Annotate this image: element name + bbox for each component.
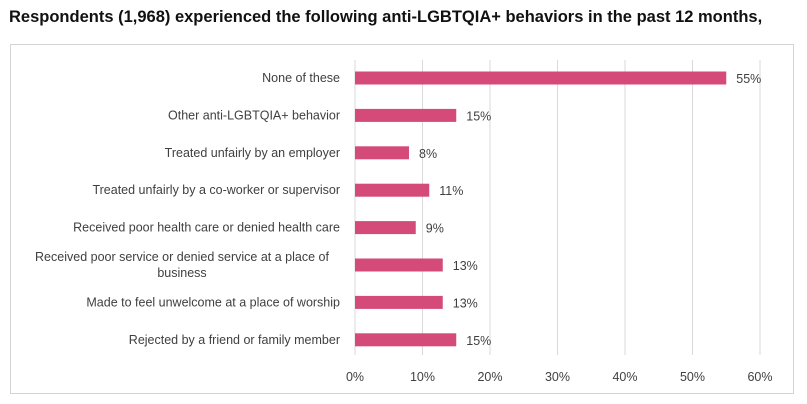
bar — [355, 71, 727, 85]
category-label: Received poor health care or denied heal… — [73, 221, 340, 235]
category-label: Made to feel unwelcome at a place of wor… — [86, 295, 340, 309]
x-axis-ticks: 0% 10% 20% 30% 40% 50% 60% — [346, 370, 773, 384]
category-label-line: Other anti-LGBTQIA+ behavior — [168, 108, 340, 122]
x-tick-label: 20% — [477, 370, 502, 384]
category-label-line: Treated unfairly by an employer — [165, 146, 340, 160]
gridlines — [354, 60, 761, 355]
bar — [355, 183, 430, 197]
bar — [355, 333, 457, 347]
category-label: Rejected by a friend or family member — [129, 333, 340, 347]
category-label-line: Received poor service or denied service … — [35, 250, 329, 264]
category-label-line: Received poor health care or denied heal… — [73, 221, 340, 235]
x-tick-label: 10% — [410, 370, 435, 384]
x-tick-label: 60% — [747, 370, 772, 384]
chart-title: Respondents (1,968) experienced the foll… — [9, 8, 763, 26]
category-label: Treated unfairly by an employer — [165, 146, 340, 160]
value-label: 55% — [736, 72, 761, 86]
category-label: Treated unfairly by a co-worker or super… — [92, 183, 340, 197]
category-labels: None of these Other anti-LGBTQIA+ behavio… — [35, 71, 340, 347]
category-label-line: Rejected by a friend or family member — [129, 333, 340, 347]
bar — [355, 258, 443, 272]
bar — [355, 146, 409, 160]
category-label: None of these — [262, 71, 340, 85]
value-label: 13% — [453, 296, 478, 310]
category-label: Received poor service or denied service … — [35, 250, 329, 280]
x-tick-label: 30% — [545, 370, 570, 384]
value-label: 9% — [426, 222, 444, 236]
bar — [355, 108, 457, 122]
bar — [355, 221, 416, 235]
value-label: 15% — [466, 109, 491, 123]
x-tick-label: 50% — [680, 370, 705, 384]
value-label: 8% — [419, 147, 437, 161]
category-label-line: business — [157, 266, 206, 280]
value-labels: 55% 15% 8% 11% 9% 13% 13% 15% — [419, 72, 761, 348]
x-tick-label: 40% — [612, 370, 637, 384]
chart-frame — [10, 44, 794, 394]
value-label: 11% — [439, 184, 463, 198]
category-label-line: Treated unfairly by a co-worker or super… — [92, 183, 340, 197]
x-tick-label: 0% — [346, 370, 364, 384]
value-label: 15% — [466, 334, 491, 348]
value-label: 13% — [453, 259, 478, 273]
category-label-line: Made to feel unwelcome at a place of wor… — [86, 295, 340, 309]
category-label-line: None of these — [262, 71, 340, 85]
bars — [355, 71, 727, 347]
category-label: Other anti-LGBTQIA+ behavior — [168, 108, 340, 122]
bar — [355, 295, 443, 309]
